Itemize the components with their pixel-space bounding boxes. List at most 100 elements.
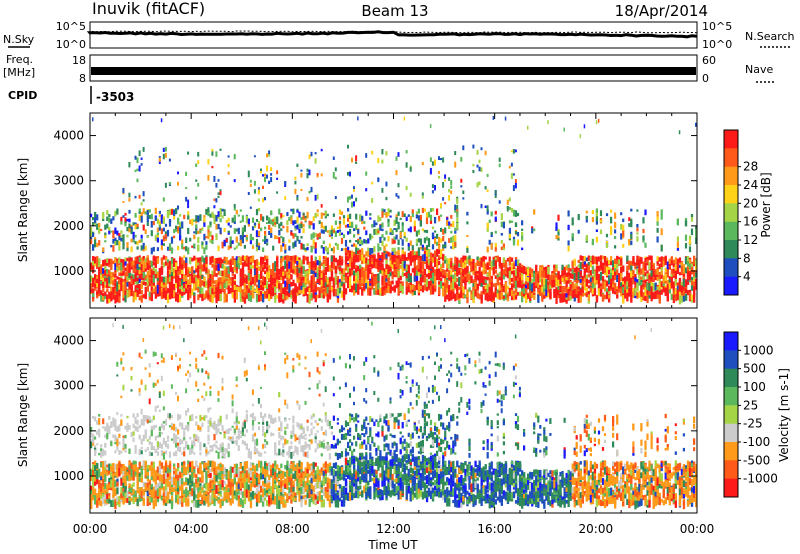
echo-cell — [478, 260, 481, 267]
echo-cell — [175, 282, 178, 289]
nsky-top-tick: 10^5 — [56, 20, 86, 33]
echo-cell — [456, 285, 459, 295]
echo-cell — [247, 172, 250, 178]
echo-cell — [539, 266, 542, 272]
echo-cell — [502, 275, 506, 280]
echo-cell — [268, 265, 271, 272]
echo-cell — [387, 266, 390, 274]
echo-cell — [217, 179, 220, 182]
echo-cell — [466, 266, 469, 273]
echo-cell — [150, 230, 153, 237]
echo-cell — [567, 210, 570, 217]
echo-cell — [108, 226, 111, 231]
echo-cell — [555, 227, 558, 231]
echo-cell — [274, 264, 277, 272]
echo-cell — [300, 217, 303, 221]
echo-cell — [425, 273, 429, 278]
echo-cell — [656, 276, 659, 281]
echo-cell — [197, 294, 200, 301]
echo-cell — [128, 209, 131, 214]
echo-cell — [417, 247, 420, 252]
echo-cell — [247, 269, 251, 275]
echo-cell — [377, 215, 380, 223]
echo-cell — [146, 264, 149, 271]
echo-cell — [371, 150, 374, 155]
echo-cell — [603, 257, 607, 266]
echo-cell — [257, 294, 261, 302]
echo-cell — [603, 294, 607, 300]
echo-cell — [518, 271, 522, 278]
echo-cell — [415, 211, 418, 218]
echo-cell — [330, 248, 333, 252]
echo-cell — [284, 270, 287, 275]
echo-cell — [132, 290, 135, 297]
echo-cell — [351, 257, 354, 263]
echo-cell — [251, 217, 255, 223]
echo-cell — [282, 225, 285, 229]
echo-cell — [116, 276, 119, 280]
echo-cell — [128, 266, 131, 273]
echo-cell — [92, 292, 95, 298]
echo-cell — [92, 256, 95, 263]
echo-cell — [102, 214, 105, 219]
echo-cell — [440, 270, 443, 278]
echo-cell — [484, 286, 487, 293]
echo-cell — [620, 282, 623, 292]
echo-cell — [583, 263, 586, 268]
echo-cell — [369, 258, 372, 268]
echo-cell — [638, 263, 641, 269]
echo-cell — [383, 286, 386, 296]
echo-cell — [575, 276, 578, 284]
echo-cell — [361, 288, 364, 296]
echo-cell — [375, 222, 378, 226]
echo-cell — [547, 274, 550, 280]
echo-cell — [442, 197, 445, 201]
echo-cell — [280, 293, 283, 303]
echo-cell — [488, 256, 491, 262]
echo-cell — [304, 218, 307, 222]
echo-cell — [215, 198, 218, 203]
echo-cell — [245, 237, 248, 240]
echo-cell — [634, 279, 637, 286]
echo-cell — [132, 279, 135, 284]
echo-cell — [397, 249, 400, 256]
echo-cell — [502, 221, 505, 229]
echo-cell — [132, 294, 135, 303]
echo-cell — [290, 215, 293, 218]
echo-cell — [138, 295, 141, 301]
echo-cell — [322, 283, 325, 288]
colorbar-segment — [724, 130, 738, 149]
echo-cell — [146, 277, 149, 286]
echo-cell — [112, 293, 115, 300]
echo-cell — [94, 217, 97, 224]
echo-cell — [282, 214, 285, 217]
echo-cell — [300, 242, 303, 250]
echo-cell — [185, 262, 188, 270]
echo-cell — [262, 239, 265, 242]
echo-cell — [605, 240, 609, 243]
echo-cell — [193, 283, 196, 291]
echo-cell — [227, 273, 230, 280]
echo-cell — [136, 270, 139, 276]
echo-cell — [326, 287, 329, 294]
echo-cell — [595, 229, 598, 232]
echo-cell — [114, 210, 117, 217]
echo-cell — [484, 150, 487, 156]
echo-cell — [674, 257, 677, 264]
echo-cell — [330, 263, 334, 269]
echo-cell — [181, 267, 184, 274]
echo-cell — [286, 293, 289, 300]
echo-cell — [122, 259, 125, 268]
echo-cell — [219, 277, 222, 285]
echo-cell — [170, 257, 174, 265]
echo-cell — [211, 263, 214, 268]
echo-cell — [401, 248, 404, 255]
echo-cell — [690, 228, 694, 236]
echo-cell — [468, 258, 471, 266]
echo-cell — [510, 220, 514, 223]
echo-cell — [359, 280, 362, 288]
echo-cell — [104, 240, 107, 243]
echo-cell — [90, 485, 93, 490]
echo-cell — [385, 282, 388, 288]
echo-cell — [195, 196, 198, 200]
